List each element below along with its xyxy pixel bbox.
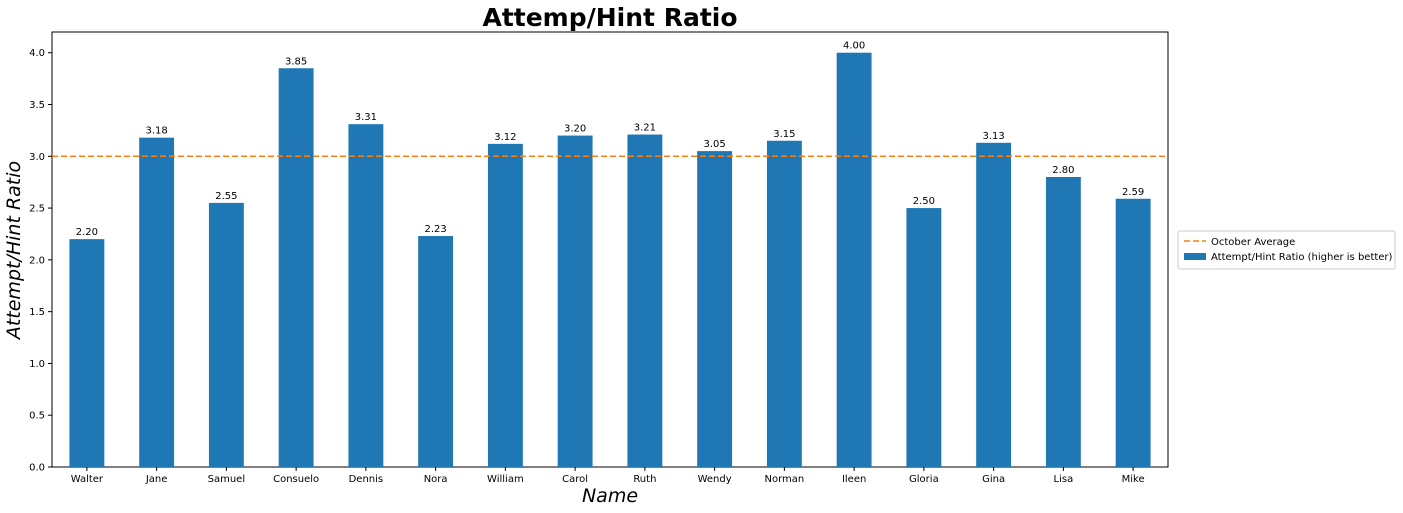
x-tick-label-ruth: Ruth xyxy=(633,474,656,485)
bar-ruth xyxy=(627,134,663,468)
y-tick-label-6: 3.0 xyxy=(29,152,45,163)
legend-swatch-ratio xyxy=(1184,253,1206,260)
x-tick-label-william: William xyxy=(487,474,524,485)
bar-ileen xyxy=(836,52,872,468)
data-label-jane: 3.18 xyxy=(145,126,167,137)
x-tick-label-wendy: Wendy xyxy=(698,474,732,485)
legend-label-october-average: October Average xyxy=(1211,237,1295,248)
y-axis-label: Attempt/Hint Ratio xyxy=(3,161,25,341)
x-tick-label-jane: Jane xyxy=(145,474,168,485)
plot-area xyxy=(51,31,1169,468)
y-tick-label-0: 0.0 xyxy=(29,463,45,474)
x-tick-label-consuelo: Consuelo xyxy=(273,474,319,485)
bar-carol xyxy=(557,135,593,467)
data-label-gloria: 2.50 xyxy=(913,196,935,207)
bar-dennis xyxy=(348,124,384,468)
x-axis-label: Name xyxy=(582,485,638,507)
y-tick-label-7: 3.5 xyxy=(29,100,45,111)
y-tick-label-4: 2.0 xyxy=(29,255,45,266)
y-tick-label-5: 2.5 xyxy=(29,204,45,215)
data-label-carol: 3.20 xyxy=(564,124,586,135)
x-tick-label-ileen: Ileen xyxy=(842,474,866,485)
data-label-gina: 3.13 xyxy=(982,131,1004,142)
bar-consuelo xyxy=(278,68,314,467)
data-label-dennis: 3.31 xyxy=(355,112,377,123)
bar-mike xyxy=(1115,198,1151,467)
bar-william xyxy=(487,143,523,468)
data-label-walter: 2.20 xyxy=(76,227,98,238)
x-tick-label-nora: Nora xyxy=(424,474,448,485)
x-tick-label-norman: Norman xyxy=(765,474,805,485)
data-label-william: 3.12 xyxy=(494,132,516,143)
bars-group xyxy=(69,52,1151,468)
data-label-ileen: 4.00 xyxy=(843,41,865,52)
y-ticks-group: 0.0 0.5 1.0 1.5 2.0 2.5 3.0 3.5 4.0 xyxy=(29,48,52,474)
x-tick-label-dennis: Dennis xyxy=(349,474,384,485)
data-label-nora: 2.23 xyxy=(424,224,446,235)
data-label-samuel: 2.55 xyxy=(215,191,237,202)
x-tick-label-mike: Mike xyxy=(1122,474,1145,485)
bar-nora xyxy=(418,236,454,467)
bar-wendy xyxy=(697,151,733,468)
data-label-mike: 2.59 xyxy=(1122,187,1144,198)
plot-frame xyxy=(51,31,1169,468)
y-tick-label-1: 0.5 xyxy=(29,411,45,422)
bar-gloria xyxy=(906,208,942,467)
x-tick-label-gina: Gina xyxy=(982,474,1005,485)
data-labels-group: 2.20 3.18 2.55 3.85 3.31 2.23 3.12 3.20 3.21 3.05… xyxy=(76,41,1145,238)
legend-frame xyxy=(1177,230,1396,270)
data-label-consuelo: 3.85 xyxy=(285,56,307,67)
y-tick-label-8: 4.0 xyxy=(29,48,45,59)
data-label-lisa: 2.80 xyxy=(1052,165,1074,176)
legend: October Average Attempt/Hint Ratio (high… xyxy=(1177,230,1396,270)
y-tick-label-2: 1.0 xyxy=(29,359,45,370)
data-label-norman: 3.15 xyxy=(773,129,795,140)
bar-norman xyxy=(766,140,802,467)
x-tick-label-walter: Walter xyxy=(71,474,104,485)
data-label-wendy: 3.05 xyxy=(703,139,725,150)
legend-label-ratio: Attempt/Hint Ratio (higher is better) xyxy=(1211,252,1393,263)
bar-walter xyxy=(69,239,105,467)
chart-title: Attemp/Hint Ratio xyxy=(482,3,737,32)
x-tick-label-carol: Carol xyxy=(562,474,588,485)
x-ticks-group: Walter Jane Samuel Consuelo Dennis Nora Willia… xyxy=(71,467,1145,485)
bar-gina xyxy=(976,142,1012,467)
y-tick-label-3: 1.5 xyxy=(29,307,45,318)
bar-lisa xyxy=(1045,177,1081,467)
x-tick-label-samuel: Samuel xyxy=(208,474,246,485)
x-tick-label-lisa: Lisa xyxy=(1054,474,1074,485)
bar-jane xyxy=(139,137,175,467)
data-label-ruth: 3.21 xyxy=(634,123,656,134)
bar-samuel xyxy=(208,202,244,467)
x-tick-label-gloria: Gloria xyxy=(909,474,939,485)
